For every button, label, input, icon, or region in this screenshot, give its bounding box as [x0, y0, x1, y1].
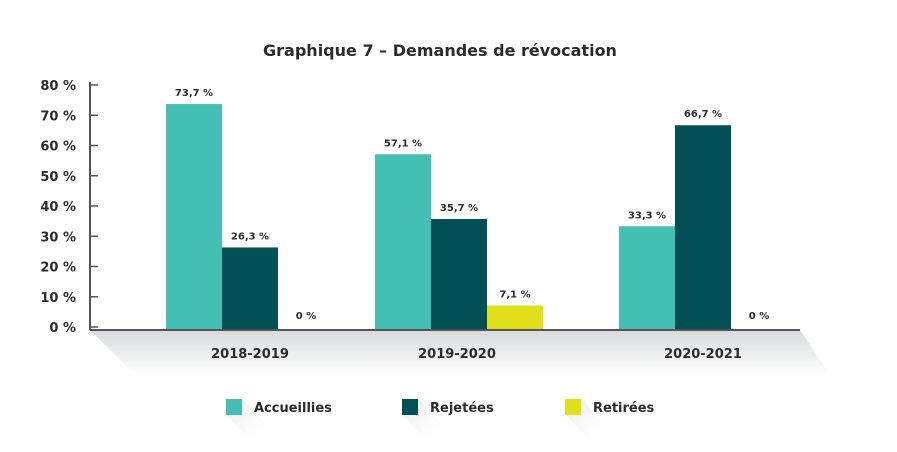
legend-swatch-retirées [565, 399, 581, 415]
y-tick-label: 40 % [40, 200, 76, 215]
data-label: 33,3 % [628, 210, 666, 221]
legend-label: Retirées [593, 401, 655, 416]
bar-rejetées [431, 219, 487, 329]
bar-rejetées [222, 247, 278, 329]
data-label: 73,7 % [175, 88, 213, 99]
category-label: 2019-2020 [418, 347, 496, 362]
bar-retirées [487, 305, 543, 329]
y-tick-label: 60 % [40, 140, 76, 155]
data-label: 0 % [296, 311, 316, 322]
y-tick-label: 50 % [40, 170, 76, 185]
y-tick-label: 70 % [40, 109, 76, 124]
data-label: 0 % [749, 311, 769, 322]
bar-rejetées [675, 125, 731, 329]
bars: 73,7 % 26,3 % 0 % 57,1 % 35,7 % 7,1 % 33,3 % 66… [166, 88, 769, 330]
data-label: 57,1 % [384, 138, 422, 149]
legend-label: Accueillies [254, 401, 332, 416]
bar-accueillies [375, 154, 431, 329]
bar-accueillies [166, 104, 222, 330]
data-label: 26,3 % [231, 231, 269, 242]
category-label: 2018-2019 [211, 347, 289, 362]
x-axis-labels: 2018-2019 2019-2020 2020-2021 [211, 347, 742, 362]
legend-swatch-rejetées [402, 399, 418, 415]
y-tick-label: 20 % [40, 261, 76, 276]
legend-label: Rejetées [430, 401, 494, 416]
legend-swatch-accueillies [226, 399, 242, 415]
y-tick-label: 80 % [40, 79, 76, 94]
legend: Accueillies Rejetées Retirées [226, 398, 655, 440]
bar-accueillies [619, 226, 675, 329]
y-tick-label: 30 % [40, 230, 76, 245]
y-tick-label: 10 % [40, 291, 76, 306]
chart-title: Graphique 7 – Demandes de révocation [263, 41, 617, 60]
data-label: 66,7 % [684, 109, 722, 120]
y-tick-label: 0 % [49, 321, 76, 336]
baseline-shadow [90, 330, 830, 375]
y-axis: 0 % 10 % 20 % 30 % 40 % 50 % 60 % 70 % 80 % [40, 79, 800, 336]
category-label: 2020-2021 [664, 347, 742, 362]
data-label: 35,7 % [440, 203, 478, 214]
data-label: 7,1 % [499, 290, 530, 301]
